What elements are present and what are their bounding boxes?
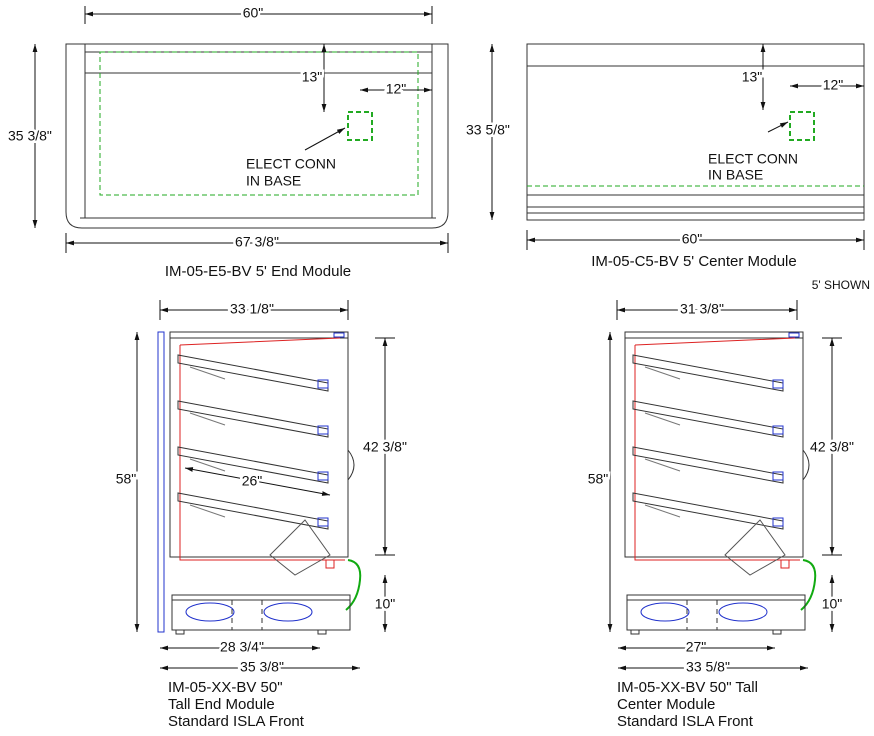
price-rail: [773, 472, 783, 480]
deflector: [270, 520, 330, 575]
note: IN BASE: [708, 167, 763, 183]
bracket: [645, 413, 680, 425]
shelf: [633, 493, 783, 529]
caption: Standard ISLA Front: [617, 713, 754, 730]
bracket: [190, 505, 225, 517]
drain: [781, 560, 789, 568]
dimension: 13": [302, 69, 323, 85]
dimension: 67 3/8": [235, 234, 279, 250]
shelf: [178, 401, 328, 437]
dimension: 60": [682, 231, 703, 247]
caption: IM-05-XX-BV 50": [168, 679, 283, 696]
price-rail: [773, 380, 783, 388]
caption: IM-05-C5-BV 5' Center Module: [591, 253, 796, 270]
bracket: [190, 367, 225, 379]
dimension: 10": [822, 596, 843, 612]
dimension-line: [185, 467, 330, 496]
caption: IM-05-XX-BV 50" Tall: [617, 679, 758, 696]
vent: [641, 603, 689, 621]
shelf: [178, 493, 328, 529]
caption: IM-05-E5-BV 5' End Module: [165, 263, 351, 280]
vent: [186, 603, 234, 621]
caption: Tall End Module: [168, 696, 275, 713]
base: [172, 595, 350, 630]
side-view: [158, 332, 360, 634]
price-rail: [773, 518, 783, 526]
deflector: [725, 520, 785, 575]
base: [627, 595, 805, 630]
dimension: 58": [588, 471, 609, 487]
dimension: 27": [686, 639, 707, 655]
bracket: [190, 413, 225, 425]
dimension: 28 3/4": [220, 639, 264, 655]
leg: [318, 630, 326, 634]
red-liner: [180, 338, 345, 560]
dimension: 26": [242, 473, 263, 489]
top-bar: [170, 332, 348, 338]
bumper: [346, 560, 360, 610]
vent: [719, 603, 767, 621]
drain: [326, 560, 334, 568]
price-rail: [318, 380, 328, 388]
note: IN BASE: [246, 173, 301, 189]
dimension: 42 3/8": [363, 439, 407, 455]
dimension: 10": [375, 596, 396, 612]
bracket: [645, 459, 680, 471]
dimension-lines: [32, 6, 864, 671]
shelf: [633, 355, 783, 391]
dimension: 60": [243, 5, 264, 21]
dimension: 31 3/8": [680, 301, 724, 317]
price-rail: [318, 518, 328, 526]
bumper: [801, 560, 815, 610]
note: ELECT CONN: [708, 151, 798, 167]
dimension: 12": [823, 77, 844, 93]
red-liner: [635, 338, 800, 560]
side-view: [625, 332, 815, 634]
top-bar: [625, 332, 803, 338]
leg: [631, 630, 639, 634]
light: [334, 333, 344, 337]
caption: Center Module: [617, 696, 715, 713]
caption: Standard ISLA Front: [168, 713, 305, 730]
handle: [803, 450, 809, 480]
cabinet: [625, 332, 803, 557]
dimension: 42 3/8": [810, 439, 854, 455]
dimension: 12": [386, 81, 407, 97]
leg: [176, 630, 184, 634]
cabinet: [170, 332, 348, 557]
scale-note: 5' SHOWN: [812, 278, 870, 292]
end-panel: [158, 332, 164, 632]
handle: [348, 450, 354, 480]
vent: [264, 603, 312, 621]
price-rail: [773, 426, 783, 434]
shelf: [178, 355, 328, 391]
dimension: 13": [742, 69, 763, 85]
dimension: 33 1/8": [230, 301, 274, 317]
bracket: [645, 505, 680, 517]
shelf: [633, 401, 783, 437]
shelf: [633, 447, 783, 483]
bracket: [645, 367, 680, 379]
dimension: 58": [116, 471, 137, 487]
dimension: 35 3/8": [8, 128, 52, 144]
light: [789, 333, 799, 337]
dimension: 33 5/8": [686, 659, 730, 675]
leg: [773, 630, 781, 634]
dimension: 35 3/8": [240, 659, 284, 675]
shapes: [66, 44, 864, 634]
note: ELECT CONN: [246, 156, 336, 172]
price-rail: [318, 426, 328, 434]
dimension: 33 5/8": [466, 122, 510, 138]
labels: 60" 35 3/8" 13" 12" ELECT CONN IN BASE 6…: [6, 2, 871, 730]
